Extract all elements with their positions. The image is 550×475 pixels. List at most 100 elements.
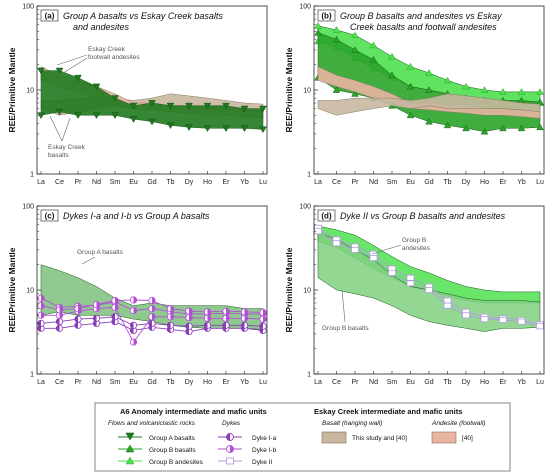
legend-label: Dyke II (252, 459, 272, 466)
y-tick-label: 10 (303, 88, 311, 95)
x-tick-label: Lu (259, 179, 267, 186)
marker-fill-dyke-i-b (41, 302, 45, 309)
marker-group-b-basalts (499, 124, 507, 132)
x-tick-label: Yb (517, 379, 526, 386)
legend-right-title: Eskay Creek intermediate and mafic units (314, 407, 462, 416)
annotation-leader (371, 244, 402, 255)
marker-group-a-basalts (129, 102, 138, 110)
marker-group-b-basalts (351, 46, 359, 53)
triangle-up-marker-icon (125, 456, 135, 465)
legend-item-group-b-andesites: Group B andesites (118, 456, 204, 466)
y-axis-label: REE/Primitive Mantle (7, 47, 17, 132)
marker-group-a-basalts (111, 112, 119, 119)
marker-group-b-basalts (462, 124, 470, 132)
marker-fill-dyke-i-a (167, 322, 171, 329)
x-tick-label: Dy (185, 379, 194, 386)
x-tick-label: Yb (240, 379, 249, 386)
panel-label: (b) (321, 11, 332, 20)
annotation-text: Group A basalts (77, 249, 124, 256)
panel-label: (d) (321, 211, 332, 220)
y-tick-label: 100 (299, 204, 311, 211)
marker-fill-dyke-i-b (152, 297, 156, 304)
half-circle-right-marker-icon (230, 445, 234, 453)
panel-title-bg (71, 21, 132, 33)
chart-panel-4: 1 10 100 La Ce Pr Nd Sm Eu Gd Tb Dy Ho Er Yb Lu REE/Prim… (284, 204, 545, 386)
x-tick-label: Ce (55, 379, 64, 386)
legend-label: Dyke I-a (252, 435, 277, 442)
x-tick-label: Pr (75, 379, 83, 386)
x-tick-label: Ce (55, 179, 64, 186)
panel-title: and andesites (73, 22, 130, 32)
x-tick-label: Tb (443, 379, 451, 386)
marker-fill-dyke-i-b (152, 305, 156, 312)
band-eskay-creek-basalts-this-study-and-40 (317, 93, 541, 116)
x-tick-label: Sm (110, 179, 121, 186)
legend-item-dyke-ii: Dyke II (218, 457, 272, 466)
marker-dyke-ii (369, 255, 378, 262)
panel-title: Dykes I-a and I-b vs Group A basalts (63, 211, 210, 221)
marker-fill-dyke-i-b (170, 313, 174, 320)
x-tick-label: Gd (424, 379, 433, 386)
annotation-text: andesites (402, 245, 431, 252)
plot-area (37, 66, 267, 134)
y-tick-label: 10 (303, 288, 311, 295)
marker-group-b-basalts (406, 111, 415, 119)
x-tick-label: Nd (92, 179, 101, 186)
marker-fill-dyke-i-a (185, 328, 189, 335)
x-tick-label: Tb (166, 179, 174, 186)
y-tick-label: 1 (30, 372, 34, 379)
legend-label: This study and [40] (352, 435, 407, 442)
legend-item-eskay-basalt: This study and [40] (321, 431, 407, 444)
marker-fill-dyke-i-a (130, 327, 134, 334)
x-tick-label: Tb (166, 379, 174, 386)
marker-fill-dyke-i-b (207, 308, 211, 316)
legend: A6 Anomaly intermediate and mafic units … (94, 402, 511, 472)
legend-item-dyke-i-b: Dyke I-b (218, 445, 277, 454)
marker-group-a-basalts (222, 125, 230, 132)
x-tick-label: Dy (462, 379, 471, 386)
x-tick-label: Er (223, 179, 231, 186)
marker-group-a-basalts (111, 95, 119, 102)
marker-fill-dyke-i-b (78, 305, 82, 312)
marker-dyke-ii (406, 274, 415, 281)
marker-group-a-basalts (185, 124, 193, 131)
marker-group-b-andesites (536, 88, 544, 95)
x-tick-label: Eu (406, 379, 415, 386)
marker-group-a-basalts (148, 118, 156, 126)
y-tick-label: 1 (307, 172, 311, 179)
triangle-down-marker-icon (125, 432, 135, 441)
marker-group-a-basalts (203, 102, 212, 110)
marker-fill-dyke-i-a (185, 323, 189, 330)
marker-fill-dyke-i-a (37, 320, 41, 327)
x-tick-label: Dy (462, 179, 471, 186)
marker-dyke-ii (499, 316, 507, 323)
annotation-leader (341, 289, 346, 323)
open-square-marker-icon (226, 457, 234, 465)
x-tick-label: Er (500, 379, 508, 386)
plot-area (37, 264, 267, 346)
marker-fill-dyke-i-b (41, 294, 45, 302)
marker-fill-dyke-i-b (244, 308, 248, 316)
plot-area (314, 22, 544, 135)
x-tick-label: Sm (387, 379, 398, 386)
panel-title: Dyke II vs Group B basalts and andesites (340, 211, 506, 221)
x-tick-label: Er (500, 179, 508, 186)
marker-fill-dyke-i-b (189, 314, 193, 321)
marker-group-b-basalts (425, 86, 433, 93)
x-tick-label: Pr (75, 179, 83, 186)
marker-group-b-basalts (536, 123, 544, 131)
x-tick-label: Nd (369, 379, 378, 386)
panel-label-box (40, 209, 59, 222)
x-tick-label: La (37, 379, 45, 386)
x-tick-label: Eu (129, 379, 138, 386)
legend-label: Group A basalts (149, 435, 196, 442)
x-tick-label: Nd (92, 379, 101, 386)
legend-flows-title: Flows and volcaniclastic rocks (108, 420, 196, 427)
panel-label: (c) (45, 211, 55, 220)
marker-fill-dyke-i-a (56, 325, 60, 332)
marker-group-b-basalts (332, 35, 341, 43)
panel-title: Creek basalts and footwall andesites (350, 22, 497, 32)
marker-fill-dyke-i-a (259, 323, 263, 330)
basalt-swatch (321, 431, 347, 444)
marker-dyke-ii (517, 318, 526, 325)
